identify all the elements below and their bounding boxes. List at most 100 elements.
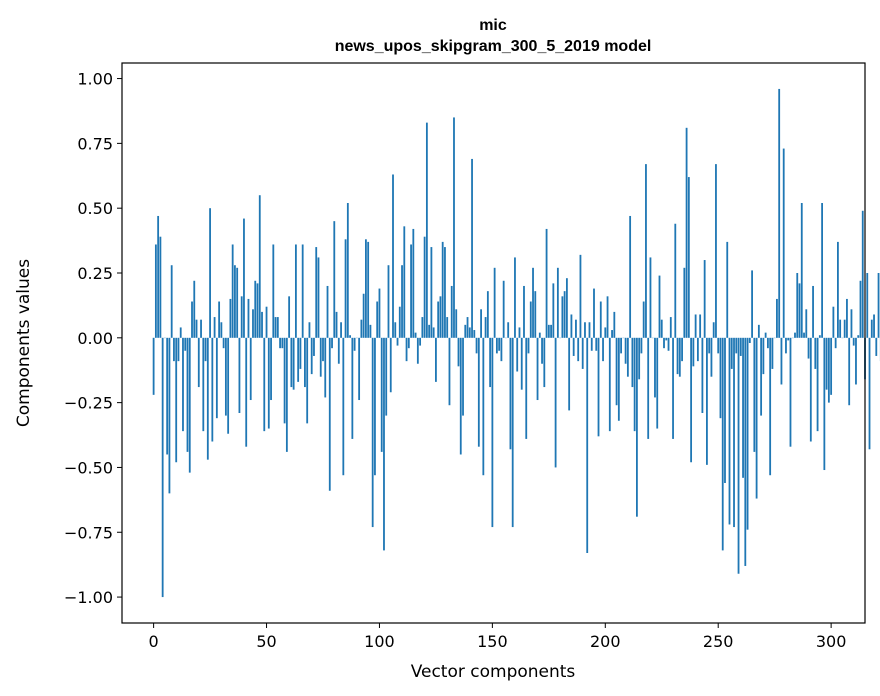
bar xyxy=(764,332,767,338)
bar xyxy=(410,244,412,338)
y-tick-label: 0.50 xyxy=(77,199,113,218)
bar xyxy=(184,337,187,351)
bar xyxy=(498,337,501,351)
bar xyxy=(803,332,805,338)
bar xyxy=(437,301,440,338)
bar xyxy=(231,244,234,338)
bar xyxy=(832,306,835,338)
bar xyxy=(805,309,808,338)
bar xyxy=(850,309,853,338)
bar xyxy=(326,285,329,338)
bar xyxy=(317,257,320,338)
bar xyxy=(308,322,311,338)
bar xyxy=(421,317,424,338)
bar xyxy=(753,337,756,452)
bar xyxy=(254,280,257,338)
bar xyxy=(240,296,243,338)
bar xyxy=(796,273,799,338)
bar xyxy=(719,337,722,419)
bar xyxy=(633,337,636,432)
bar xyxy=(685,127,688,338)
bar xyxy=(299,337,302,369)
bar xyxy=(484,317,487,338)
bar xyxy=(816,337,819,432)
bar xyxy=(480,309,482,338)
bar xyxy=(766,337,769,349)
bar xyxy=(721,337,724,551)
bar xyxy=(875,337,878,356)
bar xyxy=(730,337,733,369)
bar xyxy=(665,337,668,341)
bar xyxy=(846,298,848,338)
bar xyxy=(459,337,462,455)
bar xyxy=(669,317,672,338)
bar xyxy=(660,319,663,338)
bar xyxy=(520,337,523,390)
bar xyxy=(676,337,679,375)
bar xyxy=(613,311,616,338)
bar xyxy=(525,337,528,439)
bar xyxy=(310,337,313,375)
bar xyxy=(247,298,250,338)
bar xyxy=(701,337,704,413)
bar xyxy=(301,244,304,338)
bar xyxy=(699,314,702,338)
bar xyxy=(868,337,871,450)
bar xyxy=(166,337,169,455)
bar xyxy=(798,283,801,338)
bar xyxy=(360,319,363,338)
bar xyxy=(245,337,248,447)
bar xyxy=(620,337,622,354)
bar xyxy=(227,337,230,434)
bar xyxy=(590,337,593,351)
bar xyxy=(807,337,810,359)
bar xyxy=(735,337,738,354)
bar xyxy=(647,337,650,439)
bar xyxy=(739,337,742,356)
bar xyxy=(638,337,641,380)
bar xyxy=(579,254,582,338)
bar xyxy=(202,337,205,432)
bar xyxy=(351,337,354,439)
bar xyxy=(401,265,403,338)
bar xyxy=(748,337,751,343)
bar xyxy=(606,296,609,338)
bar xyxy=(843,319,846,338)
bar xyxy=(428,324,431,338)
bar xyxy=(663,337,665,349)
bar xyxy=(624,337,627,364)
bar xyxy=(827,337,830,403)
bar xyxy=(830,337,833,395)
x-tick-label: 50 xyxy=(256,632,276,651)
bar xyxy=(645,164,647,338)
bar xyxy=(414,332,417,338)
bar xyxy=(464,324,467,338)
bar xyxy=(523,285,525,338)
bar xyxy=(263,337,266,432)
bar xyxy=(870,319,873,338)
bar xyxy=(335,311,338,338)
bar xyxy=(518,327,521,338)
bar xyxy=(369,324,372,338)
bar xyxy=(362,293,365,338)
bar xyxy=(536,337,539,401)
bar xyxy=(744,337,747,566)
bars-group xyxy=(152,88,880,598)
bar xyxy=(552,283,555,338)
bar xyxy=(593,288,595,338)
bar xyxy=(493,267,496,338)
bar xyxy=(333,221,336,338)
bar xyxy=(292,337,295,390)
bar xyxy=(387,265,390,338)
bar xyxy=(425,122,428,338)
bar xyxy=(441,241,444,338)
bar xyxy=(204,337,207,362)
x-tick-label: 100 xyxy=(364,632,395,651)
bar xyxy=(771,337,774,369)
bar xyxy=(615,337,618,406)
bar xyxy=(475,337,478,354)
bar xyxy=(412,228,415,338)
bar xyxy=(516,337,519,372)
bar xyxy=(728,337,731,525)
bar xyxy=(789,337,792,447)
